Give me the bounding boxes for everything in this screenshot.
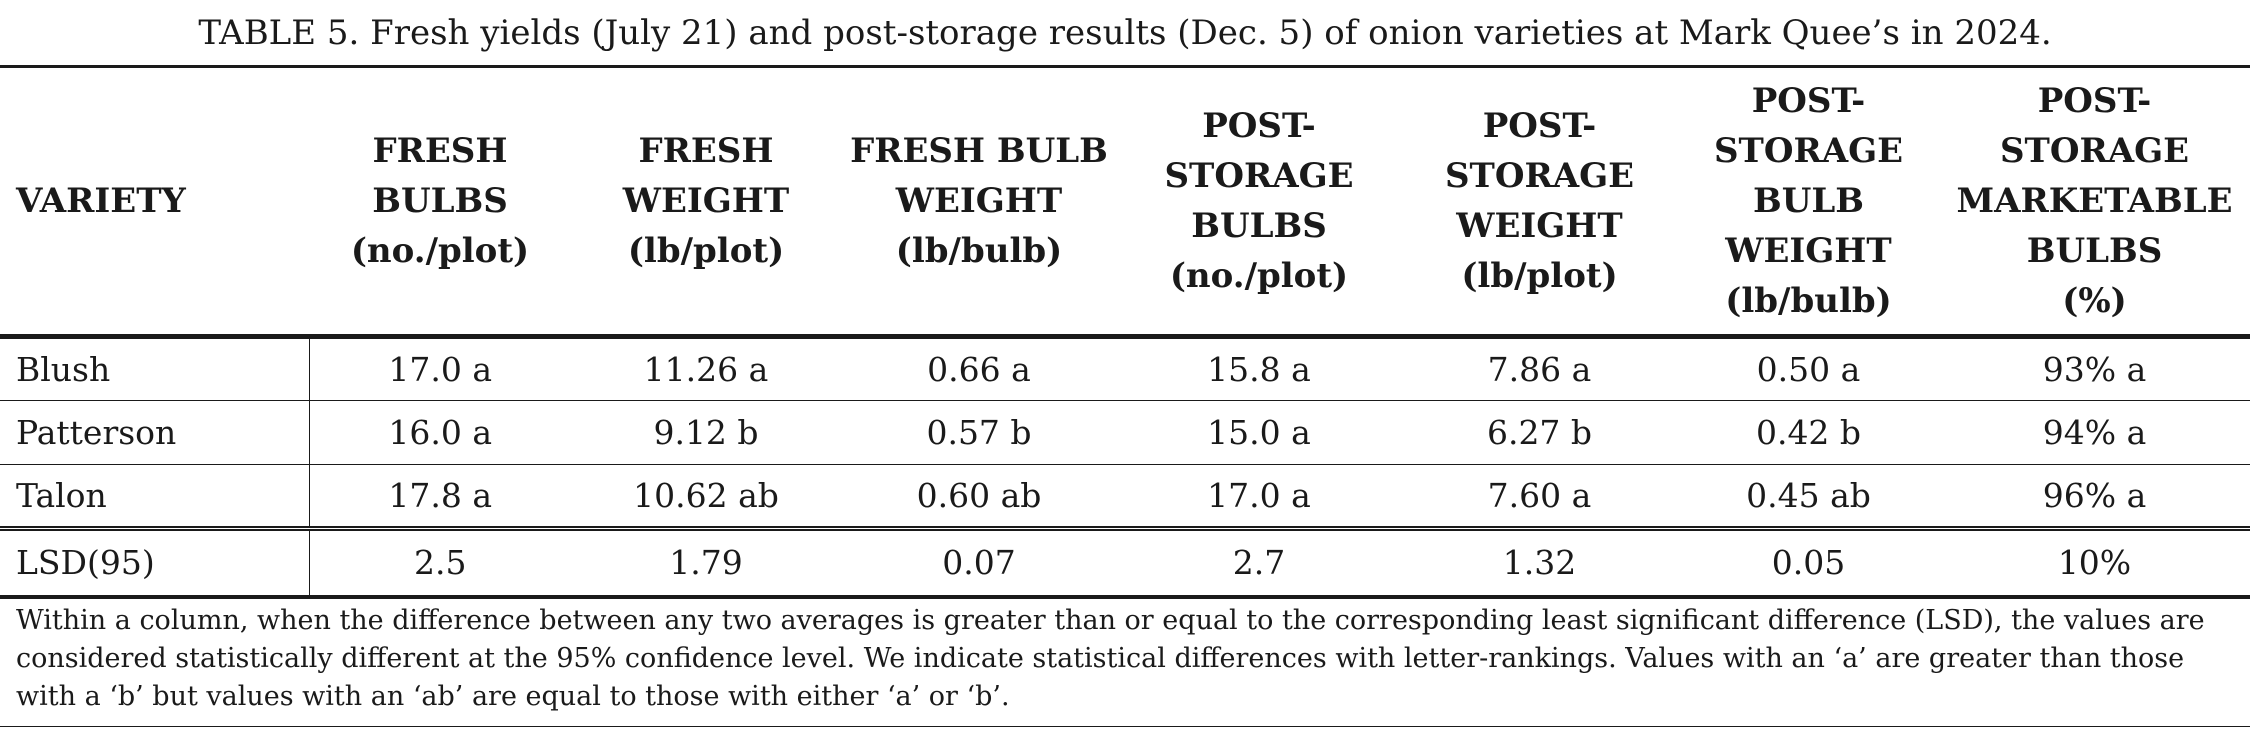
column-header-line: STORAGE (1999, 130, 2190, 171)
data-cell: 17.0 a (309, 336, 571, 401)
column-header: FRESH BULBS (no./plot) (309, 68, 571, 339)
table-body: Blush 17.0 a 11.26 a 0.66 a 15.8 a 7.86 a 0.50… (0, 336, 2250, 599)
data-cell: 1.32 (1401, 528, 1678, 599)
data-cell: 7.60 a (1401, 464, 1678, 531)
column-header-line: BULBS (1191, 205, 1327, 246)
data-cell: 0.60 ab (841, 464, 1117, 531)
data-cell: 0.07 (841, 528, 1117, 599)
column-header: FRESH BULB WEIGHT (lb/bulb) (841, 68, 1117, 339)
header-row: VARIETY FRESH BULBS (no./plot) FRESH WEIGHT (l… (0, 68, 2250, 339)
data-cell: 0.57 b (841, 400, 1117, 465)
column-header: POST- STORAGE MARKETABLE BULBS (%) (1939, 68, 2250, 339)
column-header-line: (no./plot) (350, 230, 530, 271)
data-cell: 15.0 a (1117, 400, 1401, 465)
column-header-line: WEIGHT (1725, 230, 1892, 271)
data-cell: 0.05 (1678, 528, 1939, 599)
column-header: FRESH WEIGHT (lb/plot) (571, 68, 841, 339)
column-header-variety: VARIETY (0, 68, 309, 339)
column-header: POST- STORAGE WEIGHT (lb/plot) (1401, 68, 1678, 339)
column-header-line: WEIGHT (622, 180, 790, 221)
data-cell: 17.8 a (309, 464, 571, 531)
column-header-line: BULBS (2026, 230, 2163, 271)
column-header-line: WEIGHT (1456, 205, 1623, 246)
data-cell: 96% a (1939, 464, 2250, 531)
column-header-line: (lb/plot) (627, 230, 785, 271)
data-cell: 94% a (1939, 400, 2250, 465)
data-cell: 17.0 a (1117, 464, 1401, 531)
column-header-line: BULB (1752, 180, 1865, 221)
data-cell: 9.12 b (571, 400, 841, 465)
row-label-cell: Patterson (0, 400, 310, 465)
column-header-line: MARKETABLE (1956, 180, 2233, 221)
data-cell: 0.66 a (841, 336, 1117, 401)
row-label-cell: Blush (0, 336, 310, 401)
table-footnote: Within a column, when the difference bet… (16, 605, 2205, 712)
column-header-line: (lb/plot) (1461, 255, 1618, 296)
column-header-line: FRESH (638, 130, 774, 171)
data-cell: 16.0 a (309, 400, 571, 465)
column-header-line: POST- (2037, 80, 2152, 121)
row-label-cell: LSD(95) (0, 528, 310, 599)
column-header-line: FRESH (372, 130, 508, 171)
column-header-line: STORAGE (1444, 155, 1635, 196)
data-cell: 93% a (1939, 336, 2250, 401)
data-cell: 0.45 ab (1678, 464, 1939, 531)
bottom-rule (0, 726, 2250, 727)
column-header-line: BULBS (372, 180, 508, 221)
data-cell: 0.42 b (1678, 400, 1939, 465)
column-header-line: (lb/bulb) (895, 230, 1063, 271)
data-cell: 7.86 a (1401, 336, 1678, 401)
column-header-line: (%) (2062, 280, 2127, 321)
column-header-line: (no./plot) (1169, 255, 1349, 296)
column-header-line: POST- (1482, 105, 1597, 146)
data-cell: 1.79 (571, 528, 841, 599)
column-header: POST- STORAGE BULB WEIGHT (lb/bulb) (1678, 68, 1939, 339)
data-cell: 6.27 b (1401, 400, 1678, 465)
data-cell: 2.5 (309, 528, 571, 599)
table-caption: TABLE 5. Fresh yields (July 21) and post… (0, 0, 2250, 68)
data-cell: 10.62 ab (571, 464, 841, 531)
column-header-line: STORAGE (1164, 155, 1354, 196)
data-cell: 0.50 a (1678, 336, 1939, 401)
lsd-row: LSD(95) 2.5 1.79 0.07 2.7 1.32 0.05 10% (0, 528, 2250, 599)
data-cell: 2.7 (1117, 528, 1401, 599)
column-header-line: VARIETY (16, 180, 186, 221)
data-cell: 10% (1939, 528, 2250, 599)
column-header-line: POST- (1751, 80, 1866, 121)
column-header: POST- STORAGE BULBS (no./plot) (1117, 68, 1401, 339)
table-row: Talon 17.8 a 10.62 ab 0.60 ab 17.0 a 7.60 a 0.… (0, 464, 2250, 531)
table-row: Blush 17.0 a 11.26 a 0.66 a 15.8 a 7.86 a 0.50… (0, 336, 2250, 401)
data-cell: 15.8 a (1117, 336, 1401, 401)
column-header-line: WEIGHT (895, 180, 1063, 221)
column-header-line: STORAGE (1713, 130, 1904, 171)
column-header-line: FRESH BULB (850, 130, 1108, 171)
onion-yield-table: VARIETY FRESH BULBS (no./plot) FRESH WEIGHT (l… (0, 68, 2250, 599)
row-label-cell: Talon (0, 464, 310, 531)
column-header-line: POST- (1202, 105, 1316, 146)
data-cell: 11.26 a (571, 336, 841, 401)
column-header-line: (lb/bulb) (1725, 280, 1892, 321)
